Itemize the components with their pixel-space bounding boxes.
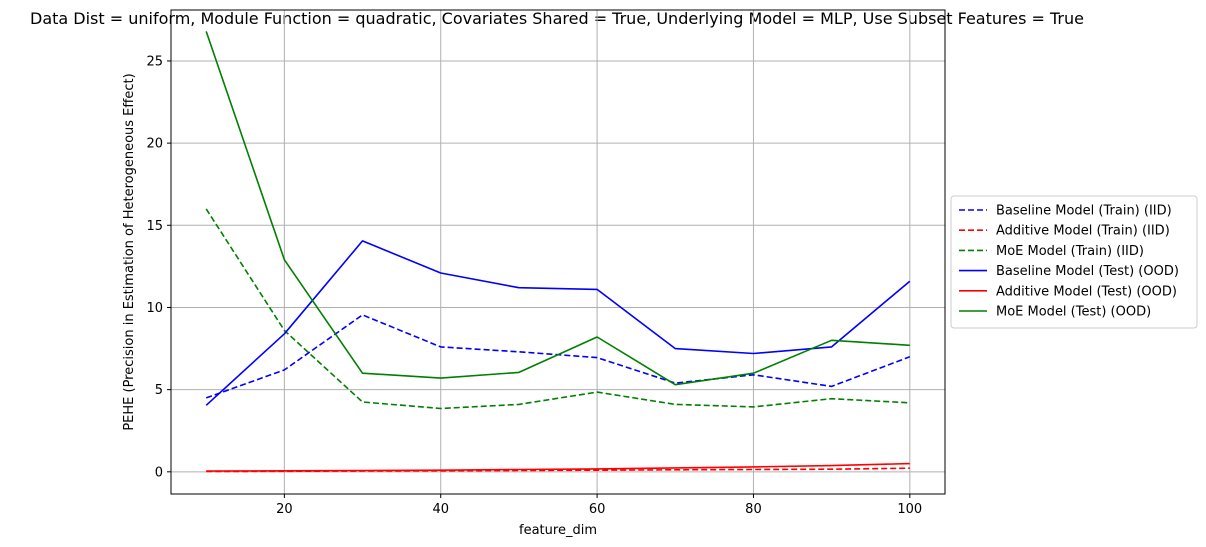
plot-frame [170,9,946,495]
legend-label: Additive Model (Train) (IID) [996,224,1170,239]
y-tick-label: 15 [146,219,163,234]
legend-label: Additive Model (Test) (OOD) [996,284,1177,299]
series-line-4 [206,462,910,472]
y-tick-label: 0 [155,465,163,480]
x-tick-label: 20 [276,502,293,517]
series-line-2 [205,208,910,410]
series-line-5 [205,31,910,386]
x-tick-label: 40 [432,502,449,517]
chart-title: Data Dist = uniform, Module Function = q… [30,9,1084,28]
x-tick-label: 80 [745,502,762,517]
x-tick-label: 100 [897,502,922,517]
y-tick-label: 5 [155,383,163,398]
legend-label: MoE Model (Train) (IID) [996,244,1144,259]
axis-ticks: 20 40 60 80 100 0 5 10 15 20 25 [146,54,922,517]
legend-box [950,195,1198,329]
legend-label: MoE Model (Test) (OOD) [996,305,1151,320]
legend-label: Baseline Model (Test) (OOD) [996,264,1179,279]
legend: Baseline Model (Train) (IID) Additive Mod… [950,195,1198,329]
grid [171,10,945,494]
series-lines [205,31,911,473]
y-tick-label: 25 [146,54,163,69]
legend-label: Baseline Model (Train) (IID) [996,204,1172,219]
y-axis-label: PEHE (Precision in Estimation of Heterog… [122,73,137,430]
x-tick-label: 60 [589,502,606,517]
y-tick-label: 10 [146,301,163,316]
y-tick-label: 20 [146,137,163,152]
x-axis-label: feature_dim [519,523,597,538]
series-line-3 [205,240,911,406]
